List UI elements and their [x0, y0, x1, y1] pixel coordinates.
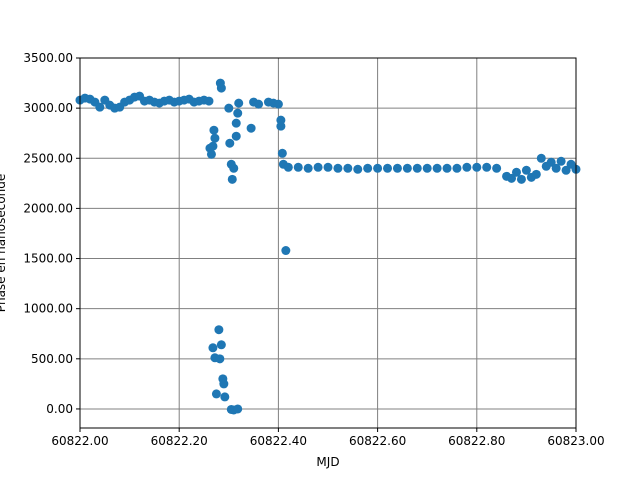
point: [231, 118, 241, 128]
point: [231, 131, 241, 141]
x-tick-label: 60822.40: [250, 434, 307, 448]
point: [383, 163, 393, 173]
point: [216, 340, 226, 350]
point: [219, 379, 229, 389]
point: [204, 96, 214, 106]
plot-area: [80, 58, 576, 428]
point: [246, 123, 256, 133]
point: [208, 141, 218, 151]
point: [422, 163, 432, 173]
y-tick-label: 500.00: [31, 352, 73, 366]
point: [482, 162, 492, 172]
y-tick-label: 3000.00: [23, 101, 73, 115]
point: [546, 157, 556, 167]
point: [229, 163, 239, 173]
x-tick-label: 60822.80: [448, 434, 505, 448]
point: [492, 163, 502, 173]
point: [363, 163, 373, 173]
point: [472, 162, 482, 172]
y-axis-label: Phase en nanoseconde: [0, 174, 8, 313]
point: [283, 162, 293, 172]
point: [313, 162, 323, 172]
point: [373, 163, 383, 173]
point: [561, 165, 571, 175]
point: [303, 163, 313, 173]
point: [521, 165, 531, 175]
point: [556, 156, 566, 166]
point: [215, 78, 225, 88]
point: [208, 343, 218, 353]
point: [234, 98, 244, 108]
point: [516, 174, 526, 184]
point: [210, 133, 220, 143]
point: [507, 173, 517, 183]
y-tick-label: 0.00: [46, 402, 73, 416]
point: [273, 99, 283, 109]
point: [333, 163, 343, 173]
x-tick-label: 60823.00: [547, 434, 604, 448]
point: [233, 404, 243, 414]
point: [220, 392, 230, 402]
y-tick-label: 1500.00: [23, 252, 73, 266]
point: [343, 163, 353, 173]
point: [353, 164, 363, 174]
point: [392, 163, 402, 173]
point: [531, 169, 541, 179]
point: [412, 163, 422, 173]
point: [209, 125, 219, 135]
point: [254, 99, 264, 109]
point: [215, 354, 225, 364]
point: [211, 389, 221, 399]
y-tick-label: 2000.00: [23, 201, 73, 215]
point: [225, 138, 235, 148]
y-tick-label: 2500.00: [23, 151, 73, 165]
point: [281, 246, 291, 256]
point: [233, 108, 243, 118]
point: [224, 103, 234, 113]
point: [276, 121, 286, 131]
x-tick-label: 60822.20: [151, 434, 208, 448]
point: [452, 163, 462, 173]
point: [227, 174, 237, 184]
axes-frame: [79, 57, 577, 429]
x-tick-label: 60822.60: [349, 434, 406, 448]
point: [511, 167, 521, 177]
point: [206, 149, 216, 159]
point: [462, 162, 472, 172]
y-tick-label: 3500.00: [23, 51, 73, 65]
point: [432, 163, 442, 173]
y-tick-label: 1000.00: [23, 302, 73, 316]
point: [277, 148, 287, 158]
point: [402, 163, 412, 173]
point: [214, 325, 224, 335]
point: [442, 163, 452, 173]
point: [95, 102, 105, 112]
point: [536, 153, 546, 163]
point: [323, 162, 333, 172]
x-tick-label: 60822.00: [51, 434, 108, 448]
point: [551, 163, 561, 173]
x-axis-label: MJD: [316, 455, 339, 469]
point: [293, 162, 303, 172]
